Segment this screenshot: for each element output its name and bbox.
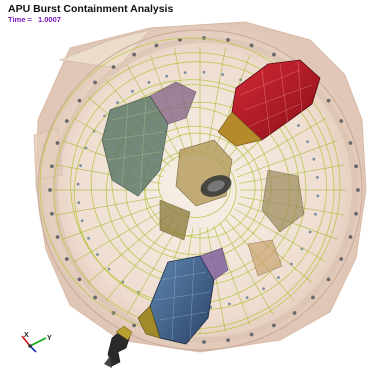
inner-bolt bbox=[77, 201, 81, 205]
inner-bolt bbox=[183, 71, 187, 75]
wire-strut bbox=[234, 117, 327, 172]
flange-bolt bbox=[49, 211, 54, 216]
flange-bolt bbox=[310, 295, 315, 300]
wire-strut bbox=[239, 164, 344, 184]
flange-bolt bbox=[354, 164, 359, 169]
rotor-fragment-left bbox=[101, 81, 197, 197]
flange-bolt bbox=[202, 340, 206, 344]
flange-bolt bbox=[326, 98, 331, 103]
flange-bolt bbox=[226, 37, 230, 42]
wire-strut bbox=[206, 48, 226, 153]
axis-triad: X Y bbox=[21, 332, 52, 353]
rotor-fragment-upper-right bbox=[217, 59, 321, 147]
flange-bolt bbox=[272, 52, 276, 57]
inner-bolt bbox=[221, 73, 225, 76]
rotor-fragment-center bbox=[159, 139, 233, 241]
time-label: Time = bbox=[8, 15, 32, 24]
flange-bolt bbox=[132, 323, 136, 328]
flange-bolt bbox=[348, 141, 353, 145]
triad-y-axis bbox=[29, 337, 47, 347]
wire-strut bbox=[56, 196, 161, 216]
inner-bolt bbox=[245, 296, 249, 300]
rotor-fragment-lower bbox=[137, 247, 229, 345]
flange-bolt bbox=[348, 235, 353, 239]
inner-bolt bbox=[277, 276, 280, 279]
flange-bolt bbox=[55, 141, 60, 145]
flange-bolt bbox=[93, 80, 98, 85]
inner-bolt bbox=[297, 124, 300, 127]
flange-bolt bbox=[226, 338, 230, 343]
wire-strut bbox=[234, 208, 327, 263]
ejected-debris bbox=[104, 325, 133, 368]
triad-y-label: Y bbox=[47, 335, 52, 342]
flange-bolt bbox=[48, 188, 52, 192]
wire-strut bbox=[62, 202, 163, 240]
inner-bolt bbox=[131, 89, 134, 93]
flange-bolt bbox=[154, 43, 159, 48]
rotor-fragment-right bbox=[247, 169, 305, 277]
flange-bolt bbox=[93, 295, 98, 300]
inner-bolt bbox=[165, 74, 169, 78]
wire-strut bbox=[126, 222, 181, 315]
wire-ring bbox=[53, 52, 335, 330]
flange-bolt bbox=[339, 257, 344, 261]
flange-bolt bbox=[64, 257, 69, 261]
flange-bolt bbox=[64, 119, 69, 123]
flange-bolt bbox=[49, 164, 54, 169]
inner-bolt bbox=[80, 219, 84, 223]
wire-strut bbox=[213, 225, 251, 326]
inner-bolt bbox=[316, 194, 320, 198]
flange-bolt bbox=[55, 235, 60, 239]
wire-strut bbox=[206, 227, 226, 332]
flange-bolt bbox=[249, 332, 254, 337]
inner-bolt bbox=[262, 287, 265, 291]
inner-bolt bbox=[76, 182, 80, 186]
inner-bolt bbox=[96, 253, 99, 256]
inner-bolt bbox=[147, 80, 151, 84]
inner-bolt bbox=[107, 267, 111, 271]
flange-bolt bbox=[77, 277, 82, 282]
flange-bolt bbox=[178, 37, 182, 42]
flange-bolt bbox=[132, 52, 136, 57]
inner-bolt bbox=[315, 175, 319, 179]
radial-struts bbox=[54, 46, 346, 334]
flange-bolt bbox=[354, 211, 359, 216]
wire-strut bbox=[105, 218, 175, 301]
flange-bolt bbox=[272, 323, 276, 328]
wire-ring bbox=[125, 125, 263, 255]
inner-bolt bbox=[79, 164, 82, 168]
inner-bolt bbox=[308, 230, 312, 234]
flange-bolt bbox=[339, 119, 344, 123]
triad-x-label: X bbox=[24, 332, 29, 339]
flange-bolt bbox=[326, 277, 331, 282]
inner-bolt bbox=[87, 236, 90, 240]
inner-bolt bbox=[312, 157, 316, 161]
wire-strut bbox=[87, 214, 170, 283]
flange-bolt bbox=[202, 36, 206, 40]
flange-bolt bbox=[292, 311, 297, 315]
wire-strut bbox=[73, 208, 166, 263]
flange-bolt bbox=[77, 98, 82, 103]
flange-bolt bbox=[111, 65, 116, 69]
analysis-title: APU Burst Containment Analysis bbox=[8, 3, 174, 15]
wire-strut bbox=[237, 140, 338, 178]
time-readout: Time = 1.0007 bbox=[8, 15, 61, 24]
wire-strut bbox=[213, 54, 251, 155]
inner-bolt bbox=[314, 212, 317, 216]
flange-bolt bbox=[249, 43, 254, 48]
triad-x-axis bbox=[21, 335, 31, 347]
wire-strut bbox=[219, 222, 274, 315]
inner-bolt bbox=[202, 70, 206, 74]
flange-bolt bbox=[356, 188, 360, 192]
inner-bolt bbox=[306, 140, 309, 144]
inner-bolt bbox=[116, 101, 119, 104]
time-value: 1.0007 bbox=[38, 15, 61, 24]
inner-bolt bbox=[227, 302, 231, 306]
